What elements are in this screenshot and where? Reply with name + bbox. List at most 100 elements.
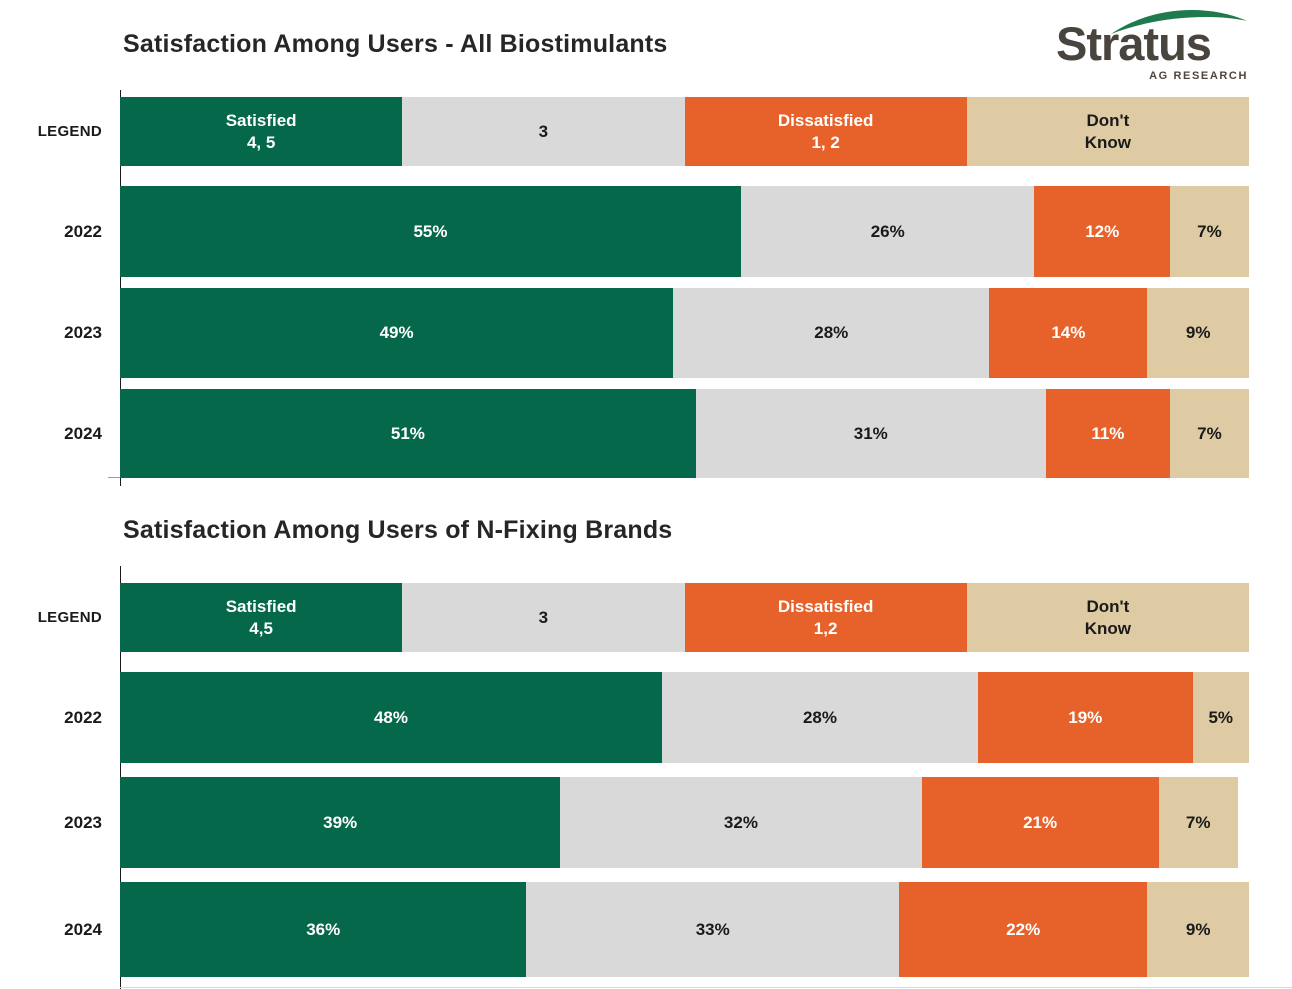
bar-segment-neutral: 32% (560, 777, 922, 868)
stacked-bar: 51% 31% 11% 7% (120, 389, 1249, 478)
segment-value: 9% (1185, 919, 1211, 939)
legend-text-line2: Know (1084, 618, 1132, 638)
segment-value: 48% (373, 707, 408, 727)
legend-text-line2: 1, 2 (811, 132, 840, 152)
bar-segment-dissatisfied: 14% (989, 288, 1148, 378)
logo-brand-text: Stratus (1056, 17, 1212, 70)
bar-segment-dont-know: 7% (1158, 777, 1238, 868)
legend-text-line2: 4,5 (249, 618, 273, 638)
bar-segment-dont-know: 7% (1169, 186, 1249, 277)
segment-value: 7% (1197, 423, 1222, 443)
legend-segment-dont-know: Don't Know (966, 97, 1249, 166)
stacked-bar: 55% 26% 12% 7% (120, 186, 1249, 277)
legend-text-line2: Know (1084, 132, 1132, 152)
stacked-bar: 36% 33% 22% 9% (120, 882, 1249, 977)
bar-segment-dissatisfied: 12% (1034, 186, 1170, 277)
year-label: 2022 (64, 221, 102, 241)
legend-text-line1: Satisfied (225, 110, 297, 130)
year-label: 2022 (64, 707, 102, 727)
segment-value: 49% (379, 323, 414, 342)
bar-segment-neutral: 26% (740, 186, 1035, 277)
legend-text-line1: 3 (538, 121, 549, 141)
segment-value: 11% (1091, 423, 1125, 443)
bar-segment-satisfied: 51% (120, 389, 696, 478)
segment-value: 21% (1023, 812, 1058, 832)
bar-segment-dont-know: 9% (1147, 288, 1249, 378)
chart1-legend-row: LEGEND Satisfied 4, 5 3 Dissatisfied 1, … (0, 97, 1249, 166)
chart1-title: Satisfaction Among Users - All Biostimul… (123, 30, 668, 58)
bar-segment-satisfied: 36% (120, 882, 527, 977)
legend-text-line1: Dissatisfied (777, 596, 874, 616)
legend-text-line2: 1,2 (813, 618, 838, 638)
chart2-baseline (120, 987, 1292, 988)
stacked-bar: 39% 32% 21% 7% (120, 777, 1249, 868)
legend-text-line1: Dissatisfied (777, 110, 874, 130)
segment-value: 39% (323, 812, 358, 832)
legend-bar: Satisfied 4,5 3 Dissatisfied 1,2 Don't K… (120, 583, 1249, 652)
legend-text-line1: Satisfied (225, 596, 297, 616)
bar-segment-dont-know: 5% (1192, 672, 1249, 763)
bar-row-2024: 2024 36% 33% 22% 9% (0, 882, 1249, 977)
bar-row-2024: 2024 51% 31% 11% 7% (0, 389, 1249, 478)
legend-text-line1: Don't (1086, 110, 1130, 130)
segment-value: 26% (870, 221, 905, 241)
legend-segment-satisfied: Satisfied 4,5 (120, 583, 403, 652)
bar-row-2023: 2023 49% 28% 14% 9% (0, 288, 1249, 378)
stacked-bar: 49% 28% 14% 9% (120, 288, 1249, 378)
bar-row-2023: 2023 39% 32% 21% 7% (0, 777, 1249, 868)
bar-segment-dont-know: 7% (1169, 389, 1249, 478)
segment-value: 7% (1197, 221, 1222, 241)
legend-label: LEGEND (37, 123, 102, 140)
segment-value: 9% (1185, 323, 1211, 342)
segment-value: 14% (1051, 323, 1086, 342)
legend-text-line1: 3 (538, 607, 549, 627)
segment-value: 28% (802, 707, 837, 727)
bar-segment-satisfied: 39% (120, 777, 561, 868)
bar-segment-satisfied: 55% (120, 186, 741, 277)
legend-segment-dont-know: Don't Know (966, 583, 1249, 652)
year-label: 2023 (64, 812, 102, 832)
legend-segment-neutral: 3 (402, 97, 685, 166)
bar-segment-neutral: 33% (526, 882, 899, 977)
segment-value: 33% (695, 919, 730, 939)
legend-label: LEGEND (37, 609, 102, 626)
segment-value: 32% (723, 812, 758, 832)
legend-bar: Satisfied 4, 5 3 Dissatisfied 1, 2 Don't… (120, 97, 1249, 166)
stacked-bar: 48% 28% 19% 5% (120, 672, 1249, 763)
bar-segment-neutral: 31% (695, 389, 1046, 478)
segment-value: 36% (306, 919, 341, 939)
chart1-axis-tick (108, 477, 121, 478)
segment-value: 5% (1208, 707, 1234, 727)
legend-text-line2: 4, 5 (246, 132, 276, 152)
bar-segment-dissatisfied: 19% (978, 672, 1193, 763)
stratus-logo: Stratus AG RESEARCH (1056, 8, 1250, 86)
segment-value: 28% (814, 323, 849, 342)
bar-segment-satisfied: 49% (120, 288, 674, 378)
legend-segment-dissatisfied: Dissatisfied 1,2 (684, 583, 967, 652)
segment-value: 12% (1085, 221, 1120, 241)
bar-row-2022: 2022 48% 28% 19% 5% (0, 672, 1249, 763)
legend-text-line1: Don't (1086, 596, 1130, 616)
bar-row-2022: 2022 55% 26% 12% 7% (0, 186, 1249, 277)
chart2-title: Satisfaction Among Users of N-Fixing Bra… (123, 516, 673, 544)
year-label: 2024 (64, 423, 102, 443)
chart2-legend-row: LEGEND Satisfied 4,5 3 Dissatisfied 1,2 … (0, 583, 1249, 652)
bar-segment-dont-know: 9% (1147, 882, 1249, 977)
bar-segment-neutral: 28% (673, 288, 990, 378)
logo-subtitle-text: AG RESEARCH (1149, 70, 1248, 82)
bar-segment-neutral: 28% (661, 672, 979, 763)
legend-segment-satisfied: Satisfied 4, 5 (120, 97, 403, 166)
segment-value: 22% (1006, 919, 1041, 939)
segment-value: 19% (1068, 707, 1103, 727)
legend-segment-dissatisfied: Dissatisfied 1, 2 (684, 97, 967, 166)
segment-value: 51% (390, 423, 425, 443)
bar-segment-dissatisfied: 11% (1045, 389, 1170, 478)
segment-value: 55% (413, 221, 448, 241)
legend-segment-neutral: 3 (402, 583, 685, 652)
year-label: 2024 (64, 919, 102, 939)
year-label: 2023 (64, 323, 102, 342)
segment-value: 7% (1185, 812, 1211, 832)
bar-segment-satisfied: 48% (120, 672, 662, 763)
segment-value: 31% (853, 423, 888, 443)
bar-segment-dissatisfied: 21% (921, 777, 1159, 868)
